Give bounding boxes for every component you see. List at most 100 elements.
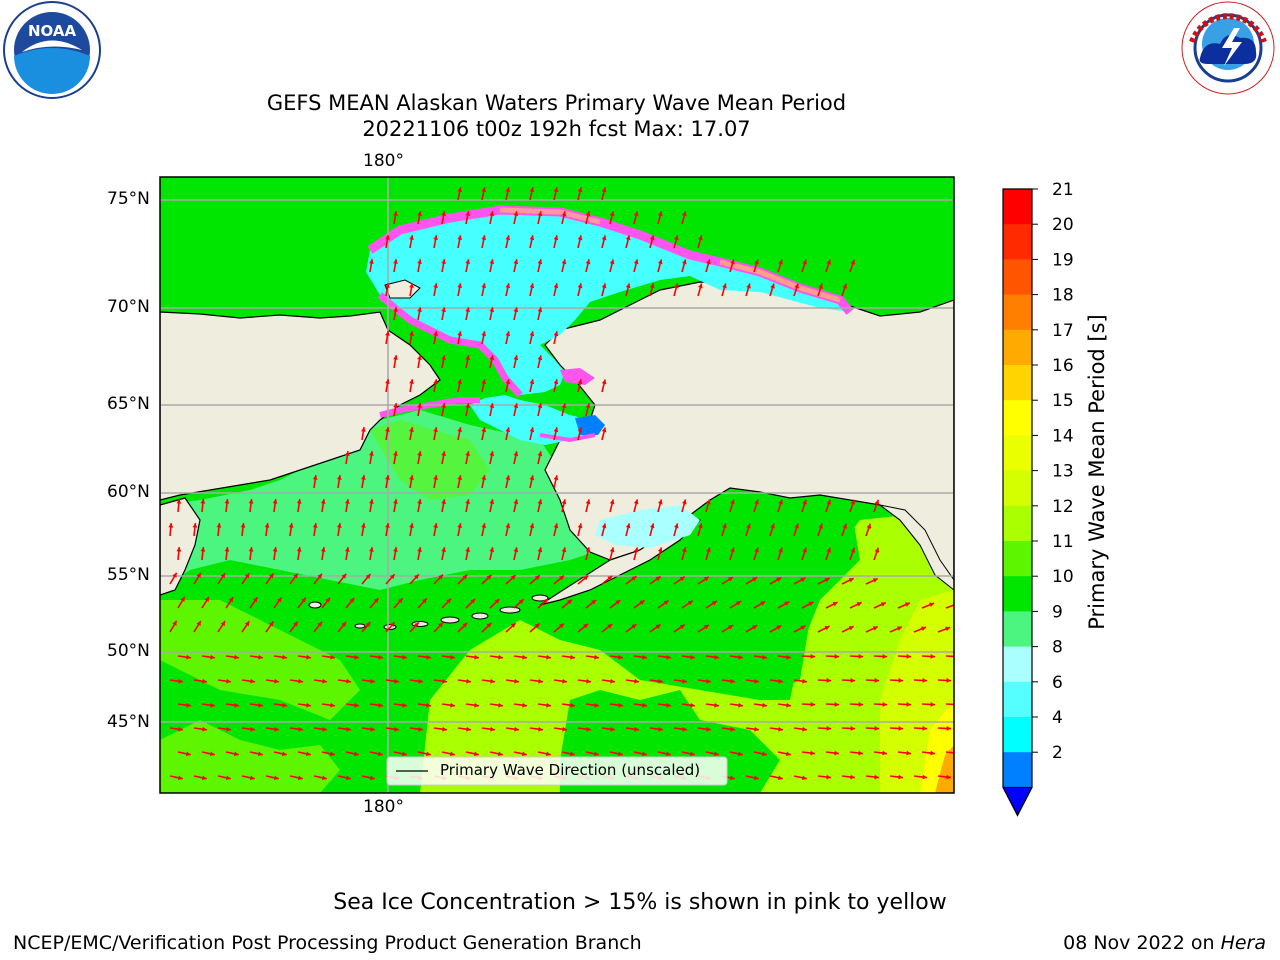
wave-arrow-head xyxy=(537,355,543,361)
wave-arrow-head xyxy=(409,475,414,480)
wave-arrow-head xyxy=(321,775,327,781)
wave-arrow-head xyxy=(529,331,535,337)
wave-arrow-head xyxy=(354,702,359,708)
wave-arrow-head xyxy=(465,499,471,505)
wave-arrow-head xyxy=(850,678,855,683)
wave-arrow-head xyxy=(200,499,206,504)
wave-arrow-head xyxy=(785,751,791,757)
lat-label-55: 55°N xyxy=(107,565,150,585)
wave-arrow-head xyxy=(414,622,419,628)
wave-arrow-head xyxy=(330,702,335,708)
colorbar-tick-label: 13 xyxy=(1052,462,1074,482)
wave-arrow-head xyxy=(561,259,567,265)
wave-arrow-head xyxy=(537,547,543,553)
wave-arrow-head xyxy=(409,379,414,384)
wave-arrow-head xyxy=(505,331,511,337)
wave-arrow-head xyxy=(722,283,727,289)
wave-arrow-head xyxy=(642,702,647,708)
wave-arrow-head xyxy=(538,726,543,732)
wave-arrow-head xyxy=(305,751,311,757)
wave-arrow-head xyxy=(698,523,703,529)
wave-arrow-head xyxy=(417,451,422,456)
wave-arrow-head xyxy=(794,283,799,289)
wave-arrow-head xyxy=(834,654,839,659)
wave-arrow-head xyxy=(728,577,734,582)
wave-arrow-head xyxy=(470,598,476,604)
wave-arrow-head xyxy=(682,259,687,265)
footer-host: Hera xyxy=(1220,932,1266,954)
wave-arrow-head xyxy=(752,577,758,582)
wave-arrow-head xyxy=(874,547,880,553)
wave-arrow-head xyxy=(730,678,735,684)
wave-arrow-head xyxy=(192,523,198,528)
wave-arrow xyxy=(945,703,954,706)
wave-arrow-head xyxy=(754,726,759,732)
wave-arrow-head xyxy=(826,259,832,265)
wave-arrow-head xyxy=(322,726,327,732)
wave-arrow-head xyxy=(176,499,182,504)
wave-arrow-head xyxy=(249,775,255,781)
wave-arrow-head xyxy=(172,572,177,578)
wave-arrow-head xyxy=(537,499,543,505)
wave-arrow-head xyxy=(641,751,647,757)
colorbar-segment xyxy=(1003,189,1032,225)
wave-arrow-head xyxy=(601,427,607,433)
wave-arrow-head xyxy=(457,331,463,337)
wave-arrow-head xyxy=(481,475,487,481)
wave-arrow-head xyxy=(178,726,183,732)
wave-arrow-head xyxy=(409,235,414,240)
wave-arrow-head xyxy=(481,331,487,337)
wave-arrow-head xyxy=(361,475,366,480)
wave-arrow-head xyxy=(736,601,742,606)
wave-arrow-head xyxy=(462,574,468,580)
wave-arrow-head xyxy=(687,600,693,606)
wave-arrow-head xyxy=(264,523,270,528)
wave-arrow-head xyxy=(486,622,492,628)
wave-arrow-head xyxy=(663,600,669,606)
wave-arrow-head xyxy=(346,726,351,732)
wave-arrow-head xyxy=(426,702,431,708)
wave-arrow-head xyxy=(505,235,511,241)
wave-arrow-head xyxy=(657,211,663,217)
wave-arrow-head xyxy=(474,702,479,708)
wave-arrow-head xyxy=(826,774,831,780)
wave-arrow-head xyxy=(682,678,687,684)
wave-arrow-head xyxy=(505,187,511,193)
wave-arrow-head xyxy=(559,575,564,581)
wave-arrow-head xyxy=(930,750,935,756)
wave-arrow-head xyxy=(220,573,226,579)
wave-arrow-head xyxy=(818,523,823,529)
wave-arrow-head xyxy=(481,187,487,193)
wave-arrow-head xyxy=(762,702,767,708)
wave-arrow-head xyxy=(258,702,263,708)
wave-arrow-head xyxy=(714,654,719,660)
wave-arrow-head xyxy=(513,403,519,409)
wave-arrow-head xyxy=(567,599,572,605)
wave-arrow-head xyxy=(481,427,487,433)
wave-arrow-head xyxy=(776,577,782,582)
wave-arrow-head xyxy=(462,622,468,628)
colorbar-tick-label: 19 xyxy=(1052,250,1074,270)
wave-arrow-head xyxy=(561,499,567,505)
map-subtitle: 20221106 t00z 192h fcst Max: 17.07 xyxy=(362,117,751,141)
wave-arrow-head xyxy=(906,654,911,659)
wave-arrow-head xyxy=(442,726,447,732)
wave-arrow-head xyxy=(728,625,734,630)
wave-arrow-head xyxy=(505,379,511,385)
wave-arrow-head xyxy=(226,678,231,684)
wave-arrow-head xyxy=(228,597,234,603)
wave-arrow-head xyxy=(466,678,471,684)
wave-arrow-head xyxy=(269,621,274,627)
wave-arrow-head xyxy=(655,576,661,581)
colorbar-tick-label: 10 xyxy=(1052,567,1074,587)
wave-arrow-head xyxy=(446,598,452,604)
wave-arrow-head xyxy=(441,403,446,408)
wave-arrow-head xyxy=(633,547,639,553)
wave-arrow-head xyxy=(426,654,431,660)
wave-arrow-head xyxy=(224,499,230,504)
wave-arrow-head xyxy=(277,597,282,603)
wave-arrow-head xyxy=(586,678,591,684)
wave-arrow-head xyxy=(760,601,766,606)
wave-arrow-head xyxy=(210,702,215,708)
wave-arrow-head xyxy=(465,451,471,457)
